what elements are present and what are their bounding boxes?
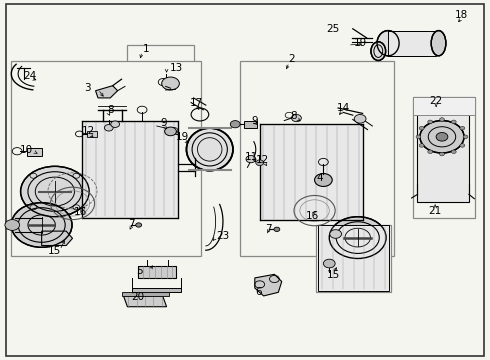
Circle shape <box>11 203 72 247</box>
Circle shape <box>440 152 444 156</box>
Text: 2: 2 <box>288 54 295 64</box>
Text: 12: 12 <box>81 126 95 136</box>
Text: 17: 17 <box>189 98 203 108</box>
Text: 16: 16 <box>74 207 88 217</box>
Text: 7: 7 <box>128 219 135 229</box>
Circle shape <box>451 120 456 123</box>
Polygon shape <box>244 121 257 128</box>
Circle shape <box>136 223 142 227</box>
Bar <box>413 97 475 115</box>
Polygon shape <box>138 266 176 278</box>
Polygon shape <box>42 231 73 246</box>
Text: 21: 21 <box>428 206 442 216</box>
Circle shape <box>354 114 366 123</box>
Polygon shape <box>123 296 167 307</box>
Bar <box>11 61 201 256</box>
Text: 9: 9 <box>161 118 168 128</box>
Text: 7: 7 <box>265 224 272 234</box>
Polygon shape <box>96 86 118 98</box>
Polygon shape <box>132 288 181 292</box>
Circle shape <box>463 135 468 139</box>
Circle shape <box>428 150 433 154</box>
Text: 8: 8 <box>291 111 297 121</box>
Bar <box>413 97 475 218</box>
Ellipse shape <box>431 31 446 56</box>
Bar <box>318 225 389 291</box>
Circle shape <box>274 227 280 231</box>
Circle shape <box>230 121 240 128</box>
Text: 20: 20 <box>132 292 145 302</box>
Bar <box>127 45 194 86</box>
Text: 16: 16 <box>306 211 319 221</box>
Text: 4: 4 <box>317 173 323 183</box>
Circle shape <box>420 121 464 153</box>
Text: 19: 19 <box>175 132 189 142</box>
Bar <box>82 121 178 218</box>
Circle shape <box>292 114 301 122</box>
Circle shape <box>256 160 264 166</box>
Circle shape <box>315 174 332 186</box>
Circle shape <box>416 135 421 139</box>
Circle shape <box>104 125 113 131</box>
Text: 12: 12 <box>255 155 269 165</box>
Bar <box>316 225 391 292</box>
Text: 18: 18 <box>455 10 468 20</box>
Circle shape <box>419 126 424 130</box>
Bar <box>260 124 363 220</box>
Circle shape <box>246 156 256 163</box>
Text: 1: 1 <box>143 44 149 54</box>
Circle shape <box>5 220 20 230</box>
Circle shape <box>162 77 179 90</box>
Bar <box>417 113 469 202</box>
Text: 15: 15 <box>48 246 62 256</box>
Circle shape <box>460 126 465 130</box>
Ellipse shape <box>186 128 233 171</box>
Polygon shape <box>255 274 282 296</box>
Text: 10: 10 <box>20 145 32 156</box>
Text: 24: 24 <box>23 71 36 81</box>
Text: 3: 3 <box>84 83 91 93</box>
Ellipse shape <box>377 31 399 56</box>
Text: 9: 9 <box>251 116 258 126</box>
Text: 15: 15 <box>326 270 340 280</box>
Circle shape <box>323 259 335 268</box>
Text: 11: 11 <box>245 152 258 162</box>
Circle shape <box>428 120 433 123</box>
Text: 8: 8 <box>107 105 114 115</box>
Circle shape <box>329 217 386 258</box>
Circle shape <box>419 144 424 147</box>
Text: 6: 6 <box>255 287 262 297</box>
Circle shape <box>330 230 342 238</box>
Circle shape <box>436 132 448 141</box>
Text: 25: 25 <box>326 24 340 34</box>
Text: 5: 5 <box>136 266 143 276</box>
Bar <box>240 61 394 256</box>
Circle shape <box>451 150 456 154</box>
Text: 19: 19 <box>353 38 367 48</box>
Polygon shape <box>87 131 97 137</box>
Circle shape <box>21 166 89 217</box>
Polygon shape <box>122 292 169 296</box>
Ellipse shape <box>371 42 386 60</box>
Text: 13: 13 <box>170 63 183 73</box>
Text: 14: 14 <box>336 103 350 113</box>
Circle shape <box>111 121 120 127</box>
Text: 22: 22 <box>429 96 443 106</box>
Bar <box>388 31 436 56</box>
Polygon shape <box>27 148 42 156</box>
Circle shape <box>165 127 176 136</box>
Text: 23: 23 <box>216 231 230 241</box>
Circle shape <box>460 144 465 147</box>
Circle shape <box>440 118 444 121</box>
